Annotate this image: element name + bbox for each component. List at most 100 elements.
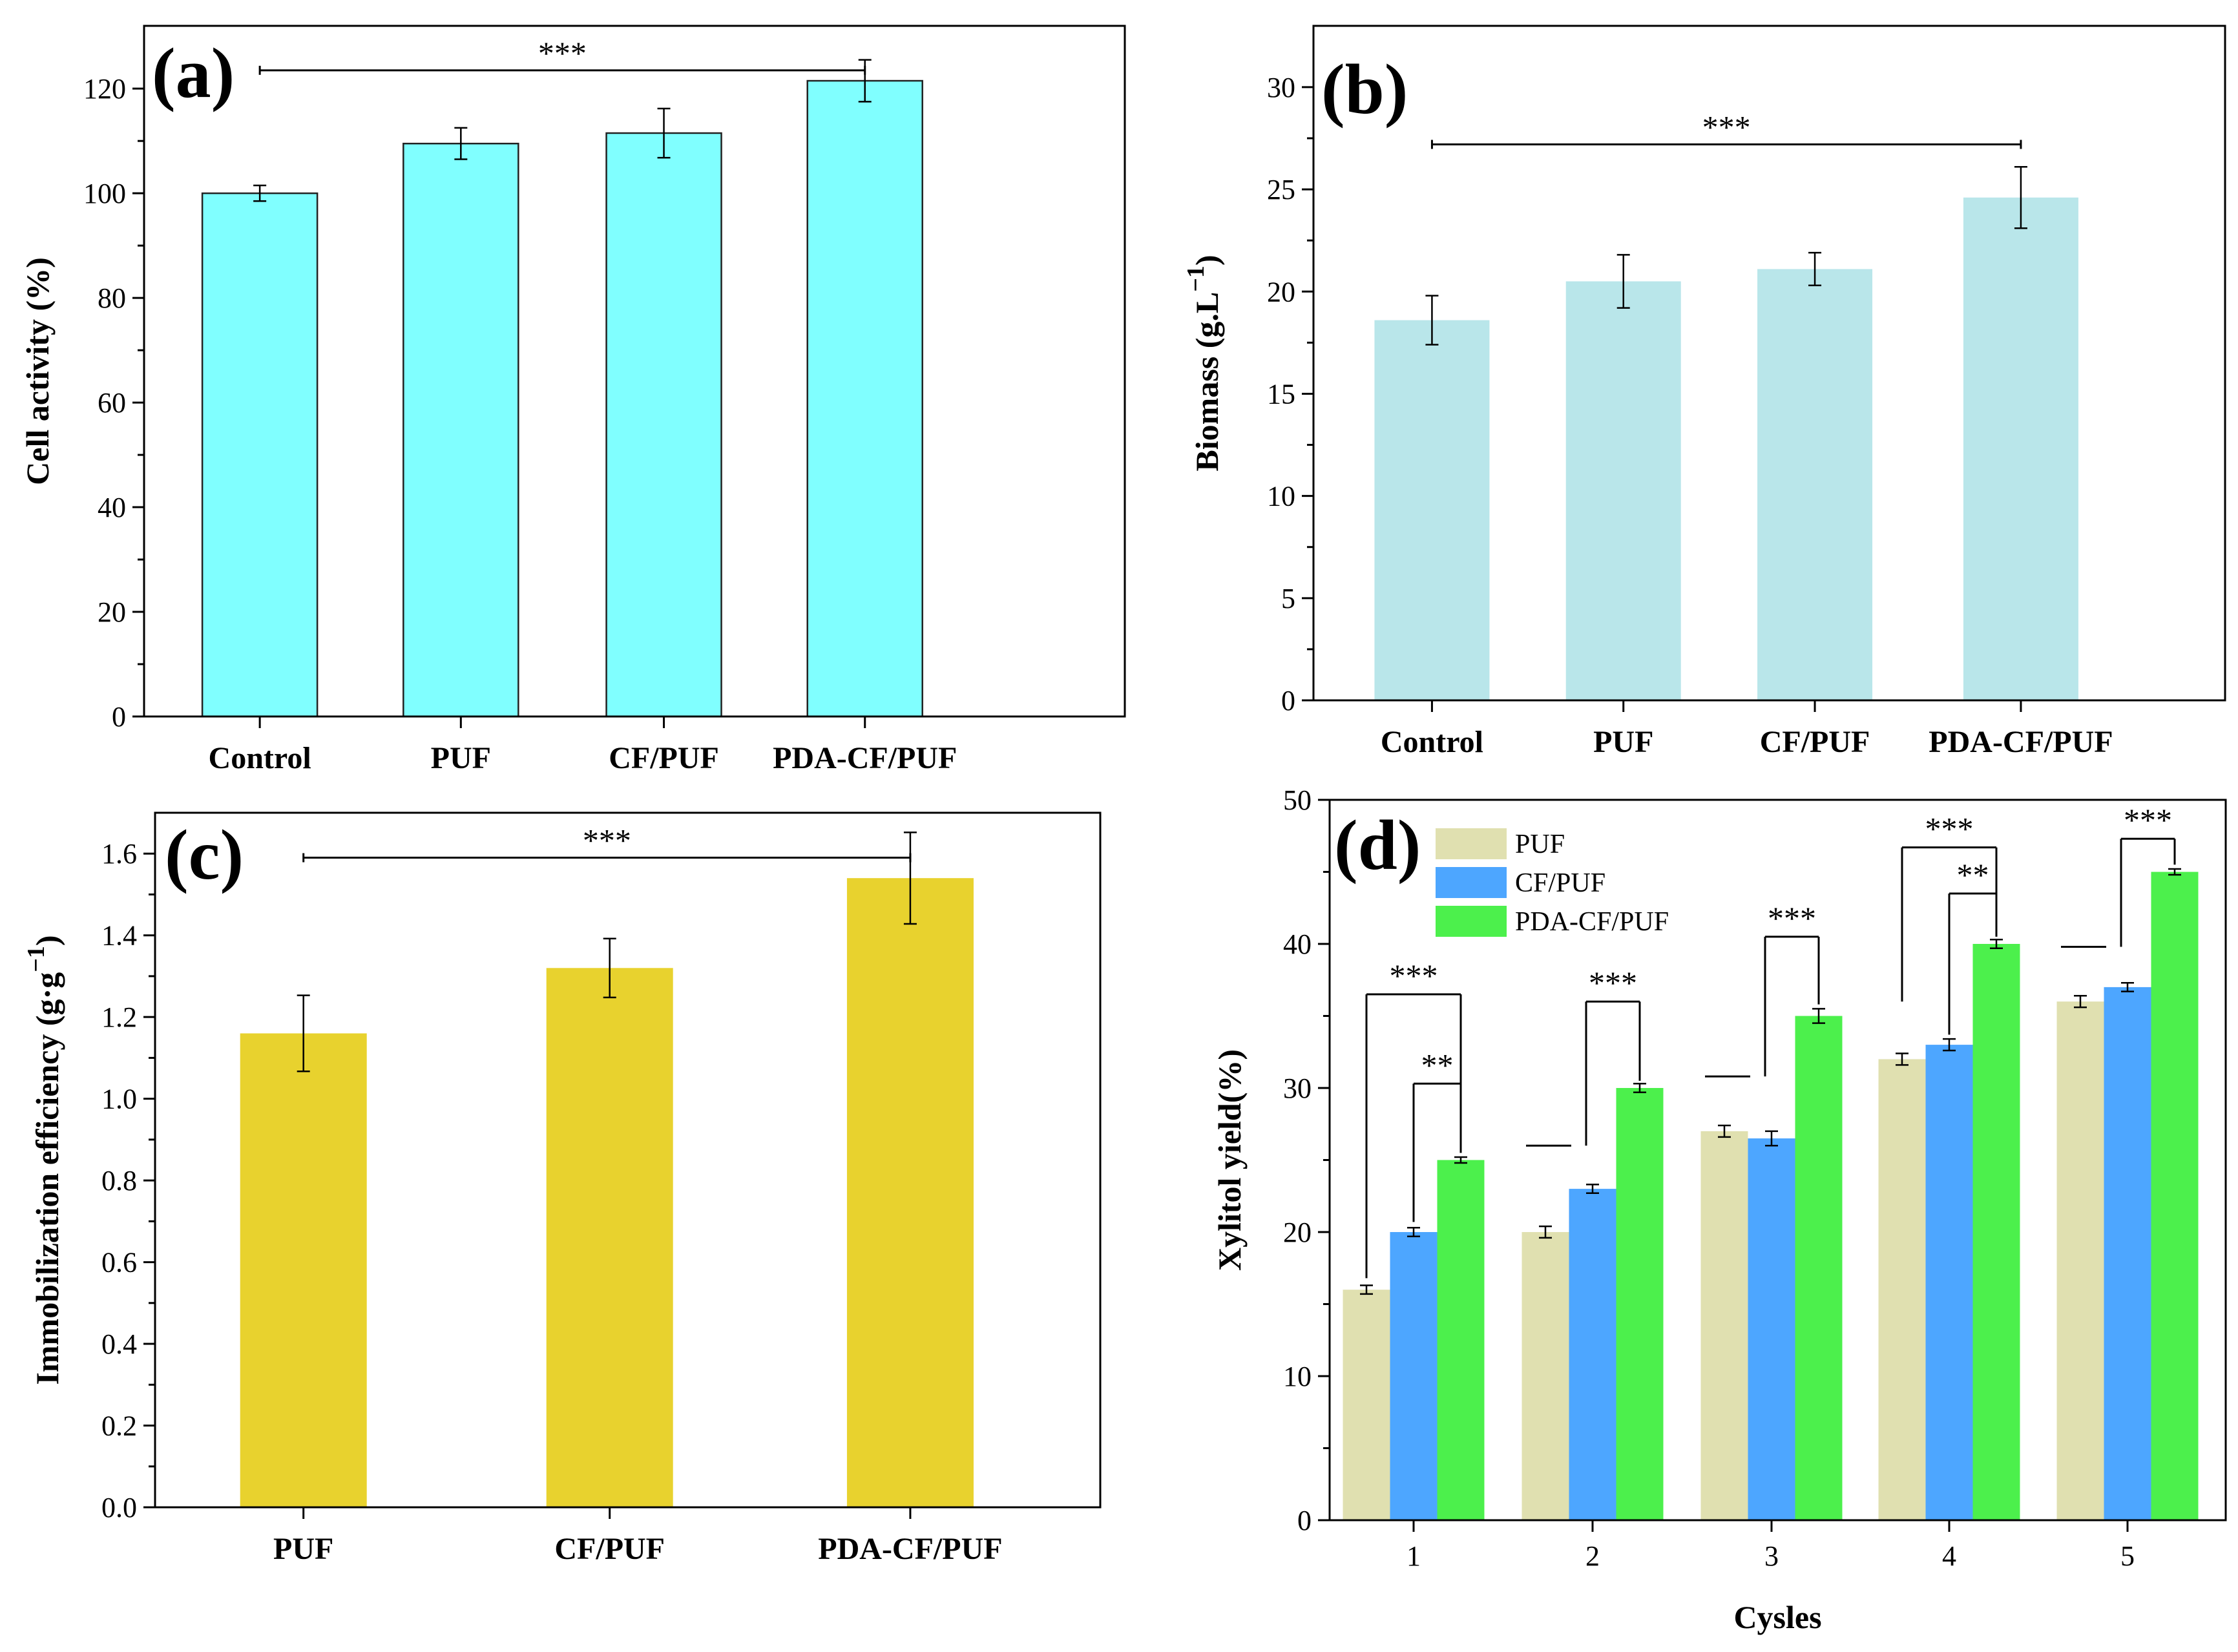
x-tick-label: PDA-CF/PUF [818,1532,1002,1566]
legend-label: PUF [1515,830,1565,859]
y-tick-label: 15 [1267,378,1295,410]
y-tick-label: 10 [1283,1361,1312,1392]
y-axis-title-end: ) [1189,255,1225,266]
y-tick-label: 5 [1281,583,1295,614]
y-tick-label: 30 [1267,72,1295,103]
y-axis-title-main: Immobilization efficiency (g·g [29,972,65,1385]
panel-label: (b) [1321,50,1408,129]
bar-puf [1565,281,1681,700]
y-tick-label: 100 [83,178,126,209]
significance-label: *** [1390,957,1438,994]
x-tick-label: 3 [1764,1540,1779,1572]
y-axis-title-main: Cell activity (%) [19,257,56,485]
x-tick-label: PDA-CF/PUF [1929,725,2113,759]
bar-puf-cycle-2 [1522,1232,1569,1520]
y-tick-label: 20 [98,596,126,628]
bar-puf-cycle-4 [1878,1059,1926,1520]
y-tick-label: 0.4 [101,1328,137,1360]
bar-pda-cf-puf [806,79,923,718]
y-tick-label: 1.2 [101,1001,137,1033]
x-tick-label: 1 [1407,1540,1421,1572]
y-tick-label: 120 [83,73,126,105]
y-tick-label: 25 [1267,174,1295,205]
y-axis-title: Xylitol yield(%) [1211,1049,1248,1271]
bar-cf-puf [605,132,722,718]
y-tick-label: 0 [1281,685,1295,716]
y-tick-label: 20 [1267,276,1295,308]
significance-label: ** [1957,857,1989,893]
bar-puf [240,1033,367,1507]
x-tick-label: 5 [2120,1540,2135,1572]
bar-puf-cycle-3 [1700,1131,1748,1520]
y-tick-label: 0 [112,701,126,733]
y-axis-title-superscript: −1 [1182,266,1209,292]
bar-puf-cycle-1 [1343,1290,1390,1520]
bar-pda-cf-puf-cycle-3 [1795,1016,1843,1520]
y-axis-title: Cell activity (%) [19,257,56,485]
x-tick-label: PUF [431,741,491,775]
y-axis-title-main: Xylitol yield(%) [1211,1049,1248,1271]
bar-puf [403,142,519,718]
bar-cf-puf-cycle-4 [1925,1045,1973,1520]
x-tick-label: PDA-CF/PUF [773,741,957,775]
y-tick-label: 80 [98,282,126,314]
bar-cf-puf-cycle-2 [1569,1189,1616,1520]
bar-cf-puf [1757,269,1873,700]
y-axis-title: Biomass (g.L−1) [1182,255,1225,471]
bar-pda-cf-puf-cycle-5 [2151,872,2199,1520]
bar-pda-cf-puf [1963,197,2078,700]
y-tick-label: 60 [98,387,126,419]
legend-swatch [1436,828,1507,859]
y-tick-label: 50 [1283,784,1312,816]
significance-label: *** [1702,109,1751,145]
x-tick-label: PUF [1593,725,1653,759]
y-tick-label: 0 [1297,1505,1312,1536]
significance-label: ** [1421,1047,1454,1083]
bar-cf-puf [546,968,673,1507]
significance-label: *** [583,822,631,859]
panel-a-bar-chart: 0 20 40 60 80 100 120 Control PUF CF/PUF PDA-CF/PU… [19,25,1126,775]
y-tick-label: 1.4 [101,920,137,952]
panel-b-bar-chart: 0 5 10 15 20 25 30 Control PUF CF/PUF PDA-CF/PUF Bi… [1182,25,2226,759]
y-tick-label: 40 [98,492,126,523]
y-tick-label: 40 [1283,928,1312,960]
y-tick-label: 1.0 [101,1083,137,1115]
panel-d-grouped-bar-chart: 0 10 20 30 40 50 1 2 3 4 5 Xylitol yield(%) (d) Cysle… [1211,784,2227,1635]
y-tick-label: 0.8 [101,1165,137,1197]
y-axis-title-main: Biomass (g.L [1189,292,1225,472]
y-axis-title-superscript: −1 [23,946,50,972]
legend-swatch [1436,867,1507,898]
bar-control [1374,320,1490,701]
panel-label: (d) [1334,806,1421,884]
bar-pda-cf-puf [846,878,974,1507]
significance-label: *** [1925,811,1974,847]
bar-pda-cf-puf-cycle-1 [1437,1160,1485,1520]
bar-cf-puf-cycle-1 [1390,1232,1438,1520]
x-tick-label: CF/PUF [609,741,719,775]
plot-frame [154,811,1102,1509]
bar-pda-cf-puf-cycle-4 [1972,944,2020,1520]
x-tick-label: CF/PUF [554,1532,665,1566]
y-tick-label: 0.2 [101,1410,137,1442]
x-tick-label: Control [209,741,311,775]
panel-c-bar-chart: 0.0 0.2 0.4 0.6 0.8 1.0 1.2 1.4 1.6 PUF CF/PUF PDA-… [23,811,1102,1566]
panel-label: (a) [152,34,235,112]
plot-frame [143,25,1126,718]
panel-label: (c) [165,815,244,894]
y-tick-label: 30 [1283,1072,1312,1104]
plot-frame [1312,25,2226,702]
significance-label: *** [538,35,587,71]
legend-swatch [1436,906,1507,937]
bar-cf-puf-cycle-5 [2104,987,2151,1520]
significance-label: *** [1768,900,1816,936]
significance-label: *** [1589,965,1637,1001]
x-tick-label: 2 [1585,1540,1600,1572]
y-axis-title-end: ) [29,935,65,946]
y-axis-title: Immobilization efficiency (g·g−1) [23,935,65,1385]
x-tick-label: CF/PUF [1760,725,1870,759]
x-tick-label: Control [1381,725,1483,759]
bar-pda-cf-puf-cycle-2 [1616,1088,1664,1520]
y-tick-label: 1.6 [101,838,137,870]
bar-control [201,192,319,718]
